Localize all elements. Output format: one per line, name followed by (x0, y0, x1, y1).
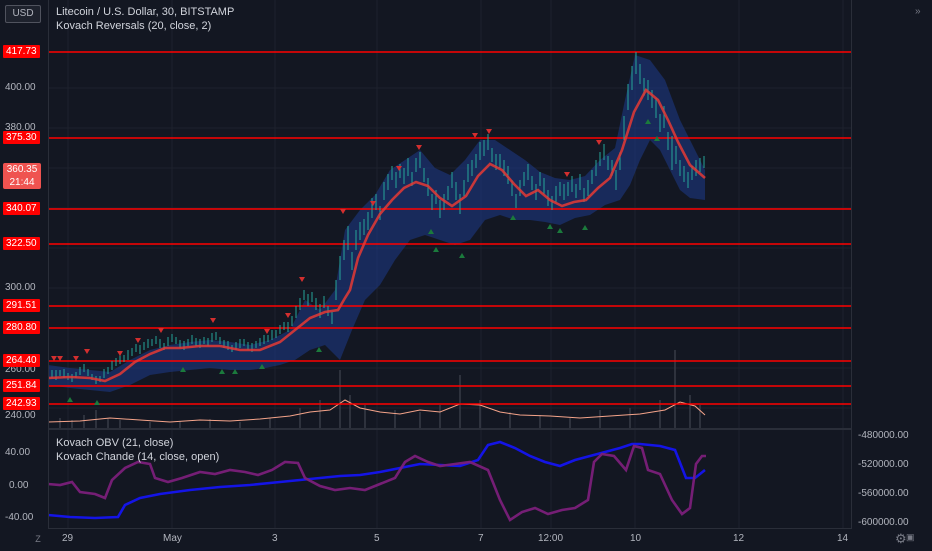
time-tick: 29 (62, 533, 74, 544)
time-tick: 5 (374, 533, 380, 544)
symbol-title: Litecoin / U.S. Dollar, 30, BITSTAMP (56, 6, 235, 18)
bar-countdown: 21:44 (9, 177, 35, 188)
right-tick: -560000.00 (858, 488, 909, 499)
time-tick: May (163, 533, 182, 544)
chande-line (47, 444, 706, 522)
left-tick: 260.00 (5, 364, 36, 375)
up-markers (67, 119, 660, 405)
time-tick: 12 (733, 533, 745, 544)
moving-average-line (47, 87, 706, 383)
right-tick: -480000.00 (858, 430, 909, 441)
price-level-tag: 264.40 (3, 354, 40, 367)
price-level-tag: 242.93 (3, 397, 40, 410)
left-tick: 380.00 (5, 122, 36, 133)
price-level-tag: 340.07 (3, 202, 40, 215)
time-tick: 3 (272, 533, 278, 544)
price-level-tag: 251.84 (3, 379, 40, 392)
main-legend: Litecoin / U.S. Dollar, 30, BITSTAMP Kov… (56, 5, 234, 33)
gear-icon[interactable]: ⚙ (895, 531, 907, 546)
right-tick: -520000.00 (858, 459, 909, 470)
price-level-tag: 322.50 (3, 237, 40, 250)
candles (51, 52, 705, 384)
lower-left-tick: 40.00 (5, 447, 31, 458)
chande-label: Kovach Chande (14, close, open) (56, 451, 220, 463)
double-chevron-right-icon[interactable]: » (915, 6, 921, 17)
oscillator-axis-right[interactable] (851, 0, 932, 550)
current-price-value: 360.35 (6, 164, 38, 175)
band-envelope (48, 55, 705, 392)
down-markers (51, 129, 602, 361)
left-tick: 300.00 (5, 282, 36, 293)
lower-legend: Kovach OBV (21, close) Kovach Chande (14… (56, 436, 219, 464)
level-lines (48, 51, 852, 405)
obv-label: Kovach OBV (21, close) (56, 437, 174, 449)
price-axis-left[interactable] (0, 0, 49, 550)
currency-button[interactable]: USD (5, 5, 41, 23)
price-level-tag: 291.51 (3, 299, 40, 312)
right-tick: -600000.00 (858, 517, 909, 528)
volume-ma-line (47, 399, 706, 423)
z-icon[interactable]: Z (35, 534, 41, 544)
time-tick: 7 (478, 533, 484, 544)
left-tick: 400.00 (5, 82, 36, 93)
lower-left-tick: -40.00 (5, 512, 34, 523)
time-tick: 10 (630, 533, 642, 544)
time-axis[interactable] (48, 528, 852, 551)
price-level-tag: 417.73 (3, 45, 40, 58)
current-price-tag: 360.35 21:44 (3, 163, 41, 189)
time-tick: 12:00 (538, 533, 564, 544)
lower-left-tick: 0.00 (9, 480, 29, 491)
left-tick: 240.00 (5, 410, 36, 421)
price-level-tag: 375.30 (3, 131, 40, 144)
time-tick: 14 (837, 533, 849, 544)
price-level-tag: 280.80 (3, 321, 40, 334)
camera-icon[interactable]: ▣ (906, 532, 915, 542)
indicator-label: Kovach Reversals (20, close, 2) (56, 20, 212, 32)
